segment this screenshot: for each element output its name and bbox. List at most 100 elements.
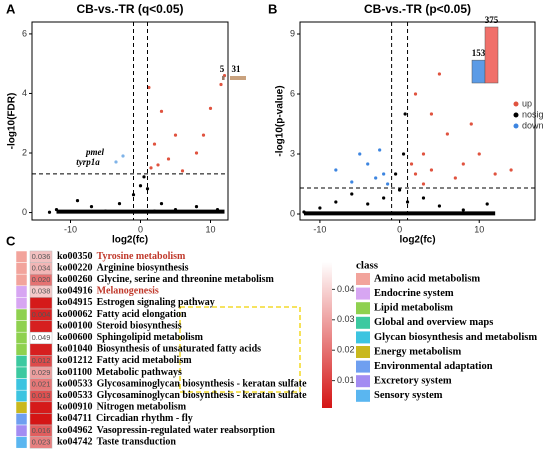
- point: [445, 132, 449, 136]
- y-tick-label: 6: [22, 28, 27, 38]
- point: [201, 133, 206, 137]
- pathway-name: Glycine, serine and threonine metabolism: [97, 274, 275, 285]
- y-tick-label: 6: [290, 88, 295, 98]
- pathway-label: ko00062 Fatty acid elongation: [57, 309, 187, 320]
- legend-label: Lipid metabolism: [374, 303, 453, 314]
- y-axis-label: -log10(p-value): [275, 85, 286, 156]
- x-axis-label: log2(fc): [112, 235, 148, 246]
- chart-title: CB-vs.-TR (q<0.05): [76, 2, 183, 16]
- pathway-name: Fatty acid metabolism: [97, 355, 193, 366]
- point: [429, 112, 434, 116]
- value-label: 0.013: [32, 391, 51, 400]
- pathway-id: ko04915: [57, 297, 93, 308]
- class-cell: [15, 285, 28, 298]
- x-tick-label: 0: [138, 224, 143, 234]
- legend-swatch: [356, 273, 370, 285]
- value-cell: [29, 320, 53, 333]
- point: [393, 172, 398, 176]
- value-label: 0.012: [32, 356, 51, 365]
- x-tick-label: 10: [205, 224, 215, 234]
- pathway-label: ko04962 Vasopressin-regulated water reabs…: [57, 425, 275, 436]
- point: [413, 172, 418, 176]
- pathway-label: ko00533 Glycosaminoglycan biosynthesis - …: [57, 379, 307, 390]
- class-cell: [15, 436, 28, 449]
- plot-frame: [31, 21, 229, 221]
- point: [103, 209, 108, 213]
- point: [374, 176, 378, 180]
- pathway-id: ko01100: [57, 367, 92, 378]
- class-cell: [15, 308, 28, 321]
- legend-swatch: [513, 101, 519, 107]
- pathway-id: ko01212: [57, 355, 93, 366]
- legend-title: class: [356, 260, 379, 272]
- point: [166, 157, 171, 161]
- highlight-box: [179, 306, 301, 393]
- colorbar-tick-label: 0.04: [337, 284, 355, 294]
- point: [149, 166, 153, 170]
- annotation: tyrp1a: [76, 157, 100, 167]
- pathway-name: Metabolic pathways: [96, 367, 182, 378]
- point: [89, 205, 94, 209]
- chart-title: CB-vs.-TR (p<0.05): [364, 2, 471, 16]
- legend-swatch: [356, 302, 370, 315]
- point: [421, 182, 426, 186]
- pathway-id: ko01040: [57, 344, 93, 355]
- legend-label: Environmental adaptation: [374, 361, 493, 372]
- legend-swatch: [513, 112, 519, 118]
- annotation: pmel: [85, 147, 104, 157]
- value-cell: [29, 413, 53, 426]
- point: [405, 200, 410, 204]
- value-label: 0.049: [32, 333, 51, 342]
- inset-label: 153: [472, 48, 486, 58]
- legend-swatch: [356, 287, 370, 300]
- point: [401, 152, 406, 156]
- point: [159, 109, 164, 113]
- pathway-name: Sphingolipid metabolism: [97, 332, 204, 343]
- panel-label: B: [268, 1, 277, 16]
- point: [68, 210, 73, 214]
- value-cell: [29, 343, 53, 356]
- point: [461, 208, 465, 212]
- legend-swatch: [356, 331, 370, 344]
- pathway-name: Fatty acid elongation: [97, 309, 187, 320]
- point: [469, 122, 473, 126]
- pathway-label: ko04742 Taste transduction: [57, 437, 176, 448]
- value-label: 0.021: [32, 379, 51, 388]
- point: [509, 168, 513, 172]
- legend-swatch: [356, 360, 370, 373]
- y-tick-label: 0: [290, 208, 295, 218]
- inset-label: 31: [232, 64, 242, 74]
- point: [152, 209, 157, 213]
- plot-frame: [299, 21, 536, 221]
- value-cell: [29, 401, 53, 414]
- y-axis-label: -log10(FDR): [7, 93, 18, 150]
- pathway-name: Estrogen signaling pathway: [97, 297, 215, 308]
- pathway-id: ko00100: [57, 321, 93, 332]
- point: [477, 152, 481, 156]
- class-cell: [15, 262, 28, 275]
- legend-label: Sensory system: [374, 390, 443, 401]
- y-tick-label: 9: [290, 28, 295, 38]
- value-label: 0.016: [32, 426, 51, 435]
- x-tick-label: 10: [474, 224, 484, 234]
- point: [409, 162, 414, 166]
- class-cell: [15, 331, 28, 345]
- y-tick-label: 4: [22, 88, 27, 98]
- point: [131, 193, 136, 197]
- point: [173, 133, 178, 137]
- inset-label: 5: [220, 64, 225, 74]
- pathway-name: Biosynthesis of unsaturated fatty acids: [97, 344, 262, 355]
- legend-swatch: [356, 375, 370, 388]
- pathway-id: ko04962: [57, 425, 93, 436]
- pathway-label: ko00600 Sphingolipid metabolism: [57, 332, 204, 343]
- value-cell: [29, 436, 53, 449]
- pathway-label: ko01212 Fatty acid metabolism: [57, 355, 192, 366]
- colorbar-tick-label: 0.03: [337, 314, 355, 324]
- legend-label: Glycan biosynthesis and metabolism: [374, 332, 537, 343]
- y-tick-label: 2: [22, 147, 27, 157]
- point: [147, 85, 151, 90]
- value-label: 0.004: [32, 310, 51, 319]
- pathway-name: Tyrosine metabolism: [97, 251, 186, 262]
- point: [156, 163, 160, 167]
- class-cell: [15, 320, 28, 333]
